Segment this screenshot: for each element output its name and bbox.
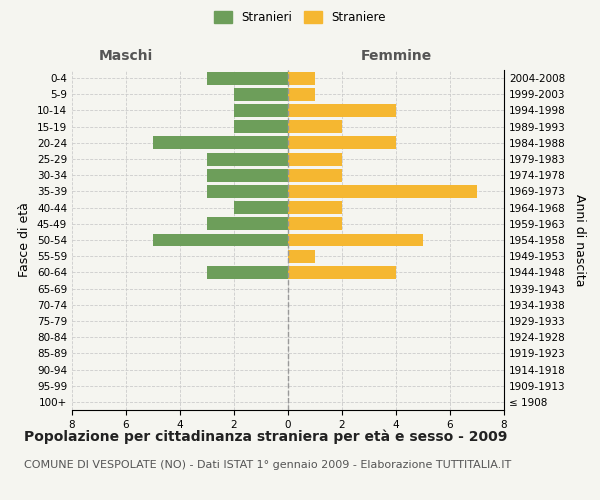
Bar	[288, 169, 342, 181]
Bar	[288, 201, 342, 214]
Bar	[288, 250, 315, 262]
Bar	[207, 72, 288, 85]
Bar	[153, 234, 288, 246]
Bar	[288, 152, 342, 166]
Bar	[234, 88, 288, 101]
Bar	[207, 169, 288, 181]
Bar	[288, 120, 342, 133]
Bar	[288, 88, 315, 101]
Y-axis label: Fasce di età: Fasce di età	[19, 202, 31, 278]
Bar	[207, 266, 288, 279]
Text: Maschi: Maschi	[99, 48, 153, 62]
Y-axis label: Anni di nascita: Anni di nascita	[574, 194, 586, 286]
Bar	[153, 136, 288, 149]
Bar	[234, 120, 288, 133]
Bar	[207, 185, 288, 198]
Text: COMUNE DI VESPOLATE (NO) - Dati ISTAT 1° gennaio 2009 - Elaborazione TUTTITALIA.: COMUNE DI VESPOLATE (NO) - Dati ISTAT 1°…	[24, 460, 511, 470]
Bar	[234, 201, 288, 214]
Bar	[288, 234, 423, 246]
Text: Femmine: Femmine	[361, 48, 431, 62]
Bar	[288, 218, 342, 230]
Bar	[288, 72, 315, 85]
Bar	[288, 104, 396, 117]
Bar	[288, 136, 396, 149]
Text: Popolazione per cittadinanza straniera per età e sesso - 2009: Popolazione per cittadinanza straniera p…	[24, 430, 508, 444]
Legend: Stranieri, Straniere: Stranieri, Straniere	[209, 6, 391, 28]
Bar	[207, 218, 288, 230]
Bar	[234, 104, 288, 117]
Bar	[288, 266, 396, 279]
Bar	[207, 152, 288, 166]
Bar	[288, 185, 477, 198]
